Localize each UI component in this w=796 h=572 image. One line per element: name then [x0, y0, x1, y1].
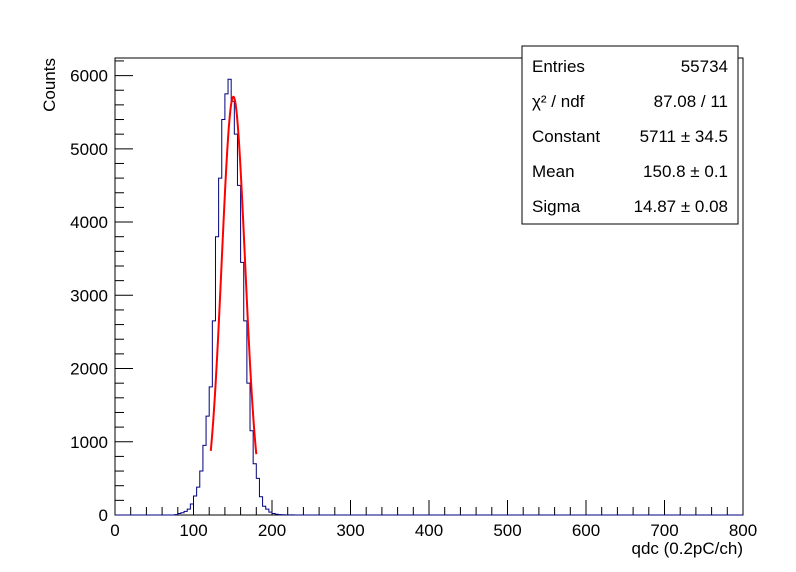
stats-value-sigma: 14.87 ± 0.08	[634, 197, 728, 216]
x-tick-label: 100	[179, 521, 207, 540]
stats-value-entries: 55734	[681, 57, 728, 76]
axis-ticks	[114, 60, 744, 516]
y-axis-title: Counts	[40, 58, 59, 112]
x-tick-label: 200	[258, 521, 286, 540]
x-tick-label: 800	[729, 521, 757, 540]
y-tick-label: 3000	[70, 286, 108, 305]
stats-label-constant: Constant	[532, 127, 600, 146]
stats-value-chi2: 87.08 / 11	[654, 92, 728, 111]
tick-labels: 0 100 200 300 400 500 600 700 800 0 1000 2000 3000 40…	[70, 67, 757, 540]
stats-label-entries: Entries	[532, 57, 585, 76]
stats-label-chi2: χ² / ndf	[532, 92, 585, 111]
y-tick-label: 6000	[70, 67, 108, 86]
x-axis-title: qdc (0.2pC/ch)	[632, 539, 744, 558]
stats-value-constant: 5711 ± 34.5	[640, 127, 728, 146]
y-tick-label: 4000	[70, 213, 108, 232]
y-tick-label: 5000	[70, 140, 108, 159]
x-tick-label: 300	[336, 521, 364, 540]
stats-label-mean: Mean	[532, 162, 575, 181]
stats-box: Entries 55734 χ² / ndf 87.08 / 11 Consta…	[521, 45, 739, 225]
x-tick-label: 500	[493, 521, 521, 540]
gaussian-fit-curve	[209, 95, 258, 455]
y-tick-label: 2000	[70, 360, 108, 379]
stats-label-sigma: Sigma	[532, 197, 581, 216]
y-tick-label: 1000	[70, 433, 108, 452]
x-tick-label: 600	[572, 521, 600, 540]
stats-box-frame	[521, 45, 739, 225]
histogram-series	[115, 78, 743, 516]
stats-value-mean: 150.8 ± 0.1	[643, 162, 728, 181]
x-tick-label: 400	[415, 521, 443, 540]
y-tick-label: 0	[99, 506, 108, 525]
x-tick-label: 700	[650, 521, 678, 540]
x-tick-label: 0	[110, 521, 119, 540]
